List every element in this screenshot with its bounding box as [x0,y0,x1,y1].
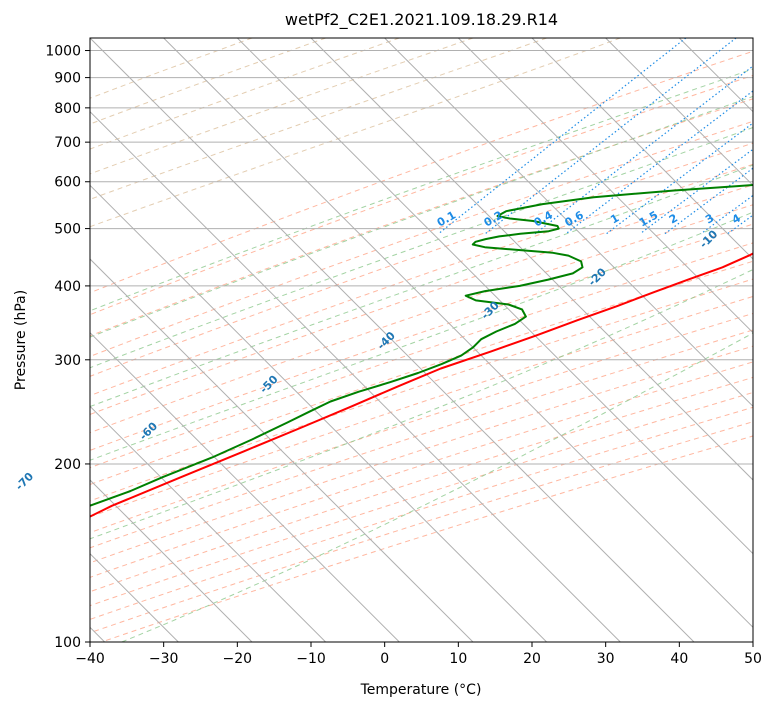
moist-adiabat [90,164,753,408]
dry-adiabat [90,74,753,316]
dry-adiabat [90,312,753,534]
isotherm [457,38,753,334]
dry-adiabat [90,361,753,578]
isotherm [310,38,753,481]
dry-adiabat [90,242,753,469]
moist-adiabat [121,332,753,642]
x-tick-label: −30 [149,651,179,667]
x-tick-label: 40 [670,651,688,667]
chart-title: wetPf2_C2E1.2021.109.18.29.R14 [284,10,559,29]
dewpoint-profile [90,184,753,507]
y-tick-label: 1000 [45,44,81,60]
isotherm [90,479,253,642]
y-axis-label: Pressure (hPa) [13,290,29,390]
y-tick-label: 100 [54,635,81,651]
plot-frame [89,37,754,643]
y-tick-label: 900 [54,71,81,87]
mixing-ratio-line [534,65,753,235]
x-tick-label: −10 [296,651,326,667]
isotherm [90,331,400,642]
x-tick-label: −40 [75,651,105,667]
isotherm [752,38,753,39]
moist-adiabat [90,211,753,461]
dry-adiabat [101,435,753,642]
x-axis-label: Temperature (°C) [360,682,482,698]
isotherm [90,110,621,642]
x-tick-label: 50 [744,651,762,667]
isotherm [90,38,695,642]
x-tick-label: 0 [380,651,389,667]
mixing-ratio-line [438,38,687,235]
isotherm [531,38,753,260]
isotherm [163,38,753,629]
isotherm [236,38,753,555]
y-tick-label: 200 [54,457,81,473]
mixing-ratio-line [766,38,775,234]
dry-adiabat [90,223,753,451]
series-layer [90,184,753,518]
grid-layer [90,38,775,642]
y-tick-label: 500 [54,222,81,238]
isotherm-label: -70 [13,470,36,493]
dry-adiabat [90,406,753,620]
x-tick-label: 30 [597,651,615,667]
x-tick-label: 10 [449,651,467,667]
temperature-profile [90,252,753,518]
dry-adiabat [90,329,753,549]
x-tick-label: −20 [223,651,253,667]
y-tick-label: 600 [54,175,81,191]
y-tick-label: 300 [54,353,81,369]
isotherm [90,405,327,642]
y-tick-label: 400 [54,279,81,295]
ice-line [90,38,400,150]
y-tick-label: 800 [54,101,81,117]
y-tick-label: 700 [54,135,81,151]
dry-adiabat [90,391,753,607]
x-tick-label: 20 [523,651,541,667]
isotherm [605,38,753,187]
isotherm [384,38,753,408]
axes: −40 −30 −20 −10 0 10 20 30 40 50 1000 900 800 700 600 5… [45,44,762,667]
dry-adiabat [90,50,753,294]
isotherm [90,184,548,642]
isotherm [90,258,474,642]
dry-adiabat [90,142,753,377]
dry-adiabat [90,163,753,397]
